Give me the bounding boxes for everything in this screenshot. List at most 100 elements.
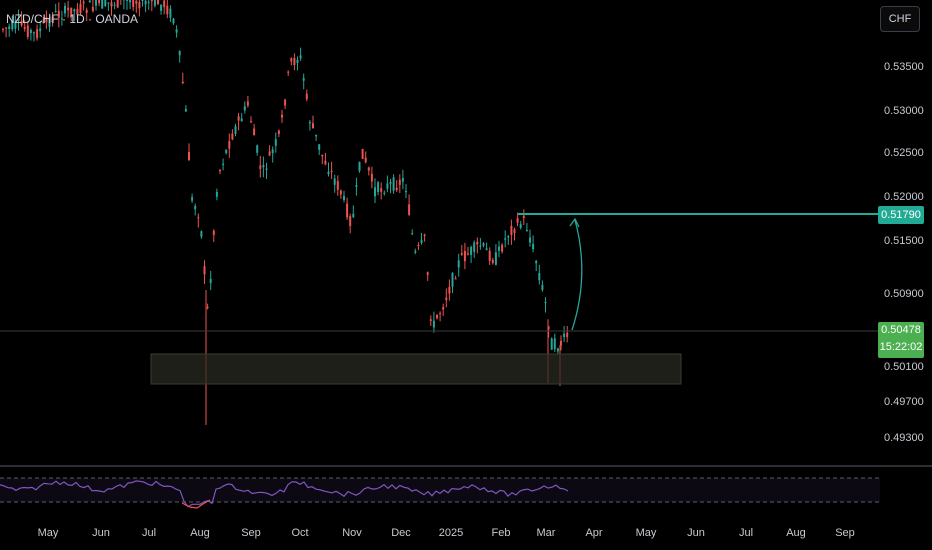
candle-body (256, 145, 259, 153)
candle-countdown: 15:22:02 (879, 341, 923, 353)
candle-body (104, 0, 107, 6)
symbol-title[interactable]: NZD/CHF · 1D · OANDA (6, 12, 138, 26)
candle-body (73, 9, 76, 12)
candle-body (116, 0, 119, 8)
candle-body (57, 10, 60, 18)
support-zone[interactable] (150, 353, 682, 385)
candle-body (451, 273, 454, 287)
candle-body (498, 246, 500, 251)
candle-body (339, 190, 342, 195)
candle-body (271, 149, 274, 154)
candle-body (240, 118, 243, 122)
candle-body (383, 192, 386, 194)
candle-body (457, 260, 460, 268)
candle-body (209, 278, 212, 284)
candle-body (504, 238, 507, 240)
candle-body (243, 106, 246, 111)
candle-body (556, 348, 559, 352)
time-tick: Jul (141, 527, 157, 539)
candle-body (519, 223, 522, 228)
candle-body (448, 286, 451, 294)
candle-body (234, 126, 237, 134)
candle-body (60, 18, 63, 20)
price-tick: 0.50900 (884, 288, 924, 300)
candle-body (473, 242, 476, 252)
candle-body (54, 11, 57, 13)
candle-body (8, 26, 11, 29)
candle-body (200, 231, 203, 237)
candle-body (175, 29, 178, 33)
time-tick: Aug (786, 527, 806, 539)
candle-body (219, 170, 221, 172)
candle-body (541, 284, 544, 291)
candle-body (538, 273, 541, 281)
candle-body (535, 260, 538, 264)
candle-body (184, 108, 187, 112)
candle-body (560, 340, 562, 346)
candle-body (212, 230, 215, 235)
candle-body (491, 260, 494, 264)
candle-body (36, 29, 39, 39)
candle-body (79, 3, 82, 14)
candle-body (39, 28, 42, 32)
candle-body (485, 248, 488, 251)
candle-body (563, 333, 566, 337)
candle-body (389, 181, 392, 184)
candle-body (33, 32, 35, 34)
candle-body (547, 326, 550, 330)
candle-body (525, 229, 528, 231)
candle-body (395, 187, 398, 190)
candle-body (206, 306, 209, 308)
candle-body (76, 8, 79, 15)
candle-body (482, 243, 485, 246)
candle-body (358, 161, 361, 171)
candle-body (237, 116, 240, 121)
projection-arrow[interactable] (571, 219, 583, 331)
candle-body (203, 266, 206, 275)
candle-body (374, 187, 376, 197)
candle-body (178, 50, 181, 56)
time-tick: May (37, 527, 59, 539)
candle-body (17, 19, 20, 21)
candle-body (355, 185, 358, 187)
candle-body (370, 173, 373, 182)
candle-body (20, 20, 23, 26)
candle-body (380, 188, 383, 192)
candle-body (361, 148, 364, 159)
candle-body (23, 27, 26, 29)
candle-body (42, 21, 45, 23)
time-tick: Aug (190, 527, 210, 539)
time-tick: Jul (738, 527, 754, 539)
time-tick: Oct (291, 527, 309, 539)
candle-body (64, 5, 66, 14)
candle-body (420, 239, 423, 244)
candle-body (144, 0, 147, 5)
candle-body (367, 167, 370, 171)
candle-body (91, 6, 94, 12)
candle-body (510, 225, 513, 236)
candle-body (268, 151, 271, 156)
time-tick: Sep (835, 527, 855, 539)
candle-body (346, 203, 349, 218)
candle-body (364, 157, 367, 163)
price-tick: 0.49300 (884, 432, 924, 444)
candle-body (11, 20, 14, 30)
candle-body (181, 81, 184, 84)
candle-body (401, 177, 404, 182)
candle-body (129, 0, 132, 3)
candle-body (126, 0, 128, 1)
candle-body (429, 319, 432, 321)
candle-body (138, 1, 141, 9)
candle-body (553, 338, 556, 350)
price-tick: 0.52500 (884, 147, 924, 159)
candle-body (321, 154, 324, 157)
candle-body (445, 297, 448, 301)
currency-button[interactable]: CHF (880, 6, 920, 32)
candle-body (290, 58, 293, 62)
rsi-band (0, 478, 880, 502)
time-tick: Nov (342, 527, 362, 539)
candle-body (188, 151, 190, 161)
candle-body (336, 181, 339, 190)
candle-body (516, 218, 519, 223)
